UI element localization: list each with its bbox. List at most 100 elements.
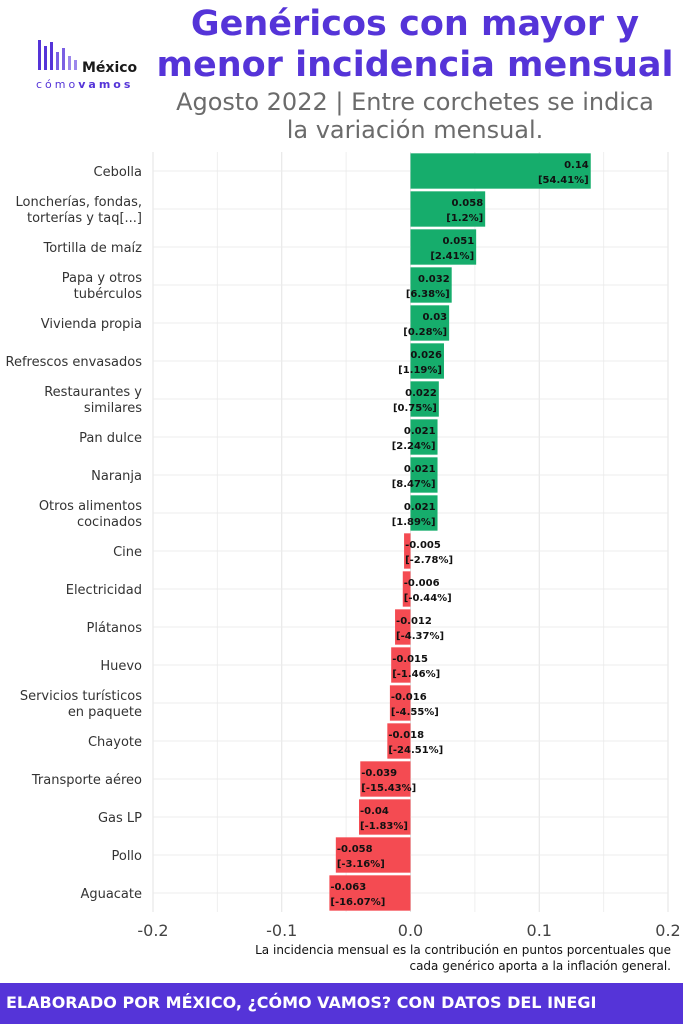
x-tick-label: 0.1 — [527, 921, 552, 940]
data-label-variation: [-1.46%] — [392, 669, 440, 680]
chart-subtitle: Agosto 2022 | Entre corchetes se indica … — [176, 88, 654, 144]
data-label-variation: [-15.43%] — [361, 783, 416, 794]
category-label: Gas LP — [98, 811, 142, 826]
data-label-value: -0.005 — [405, 540, 441, 551]
category-label: Electricidad — [66, 583, 142, 598]
category-label: torterías y taq[...] — [27, 211, 142, 226]
bar — [410, 419, 438, 455]
bar — [410, 191, 486, 227]
category-label: Otros alimentos — [39, 499, 142, 514]
data-label-value: -0.058 — [337, 844, 373, 855]
data-label-variation: [-0.44%] — [404, 593, 452, 604]
category-label: Pan dulce — [79, 431, 142, 446]
data-label-variation: [-1.83%] — [360, 821, 408, 832]
bar — [410, 305, 450, 341]
bar — [329, 875, 411, 911]
category-label: Pollo — [111, 849, 142, 864]
data-label-variation: [-4.55%] — [391, 707, 439, 718]
bar — [404, 533, 411, 569]
data-label-variation: [2.24%] — [392, 441, 436, 452]
category-label: Transporte aéreo — [31, 773, 142, 788]
data-label-value: -0.015 — [392, 654, 428, 665]
data-label-variation: [1.2%] — [446, 213, 483, 224]
category-label: similares — [84, 401, 142, 416]
data-label-value: 0.14 — [564, 160, 589, 171]
data-label-variation: [2.41%] — [430, 251, 474, 262]
incidence-bar-chart: 0.14 [54.41%] Cebolla 0.058 [1.2%] Loncherías… — [0, 140, 683, 952]
data-label-value: -0.016 — [391, 692, 427, 703]
data-label-variation: [-24.51%] — [388, 745, 443, 756]
logo-word-comovamos: cómovamos — [36, 78, 133, 91]
data-label-variation: [-3.16%] — [337, 859, 385, 870]
bar — [402, 571, 411, 607]
data-label-value: 0.051 — [443, 236, 475, 247]
category-label: Tortilla de maíz — [42, 241, 142, 256]
chart-note: La incidencia mensual es la contribución… — [255, 943, 671, 973]
x-tick-label: -0.2 — [137, 921, 168, 940]
category-label: Aguacate — [80, 887, 142, 902]
data-label-variation: [0.75%] — [393, 403, 437, 414]
x-tick-label: 0.2 — [655, 921, 680, 940]
category-label: tubérculos — [74, 287, 143, 302]
bar — [410, 457, 438, 493]
data-label-variation: [-4.37%] — [396, 631, 444, 642]
data-label-variation: [8.47%] — [392, 479, 436, 490]
x-tick-label: -0.1 — [266, 921, 297, 940]
logo-word-como: cómo — [36, 78, 79, 91]
bar — [335, 837, 411, 873]
data-label-value: 0.026 — [410, 350, 442, 361]
bar — [410, 267, 452, 303]
chart-title: Genéricos con mayor y menor incidencia m… — [156, 4, 674, 85]
category-label: Chayote — [88, 735, 142, 750]
bar — [410, 153, 591, 189]
logo-bars-icon — [38, 40, 77, 70]
category-label: Cebolla — [94, 165, 142, 180]
footer-credit: ELABORADO POR MÉXICO, ¿CÓMO VAMOS? CON D… — [6, 993, 597, 1012]
logo-word-vamos: vamos — [78, 78, 134, 91]
data-label-value: 0.058 — [452, 198, 484, 209]
data-label-value: -0.039 — [361, 768, 397, 779]
mexico-como-vamos-logo: México cómovamos — [34, 38, 152, 94]
category-label: Plátanos — [87, 621, 143, 636]
data-label-variation: [6.38%] — [406, 289, 450, 300]
bar — [359, 799, 411, 835]
x-tick-label: 0.0 — [398, 921, 423, 940]
category-label: Vivienda propia — [41, 317, 142, 332]
category-label: Huevo — [100, 659, 142, 674]
data-label-variation: [-2.78%] — [405, 555, 453, 566]
data-label-value: -0.012 — [396, 616, 432, 627]
chart-svg: 0.14 [54.41%] Cebolla 0.058 [1.2%] Loncherías… — [6, 152, 681, 940]
data-label-variation: [1.19%] — [398, 365, 442, 376]
data-label-value: 0.021 — [404, 502, 436, 513]
category-label: Papa y otros — [62, 271, 142, 286]
category-label: Naranja — [91, 469, 142, 484]
data-label-value: 0.03 — [422, 312, 447, 323]
data-label-variation: [1.89%] — [392, 517, 436, 528]
footer-bar: ELABORADO POR MÉXICO, ¿CÓMO VAMOS? CON D… — [0, 983, 683, 1024]
bar — [360, 761, 411, 797]
data-label-variation: [54.41%] — [538, 175, 589, 186]
category-label: en paquete — [68, 705, 142, 720]
bar — [410, 229, 477, 265]
data-label-value: -0.006 — [404, 578, 440, 589]
bar — [410, 495, 438, 531]
data-label-value: 0.021 — [404, 426, 436, 437]
category-label: cocinados — [77, 515, 142, 530]
category-label: Restaurantes y — [44, 385, 142, 400]
data-label-variation: [0.28%] — [403, 327, 447, 338]
bar — [410, 381, 439, 417]
data-label-value: 0.021 — [404, 464, 436, 475]
category-label: Loncherías, fondas, — [16, 195, 142, 210]
data-label-value: -0.018 — [388, 730, 424, 741]
bar — [410, 343, 444, 379]
logo-word-mexico: México — [82, 60, 138, 76]
data-label-value: -0.063 — [330, 882, 366, 893]
data-label-value: 0.022 — [405, 388, 437, 399]
data-label-variation: [-16.07%] — [330, 897, 385, 908]
category-label: Refrescos envasados — [6, 355, 143, 370]
data-label-value: 0.032 — [418, 274, 450, 285]
bar — [395, 609, 411, 645]
category-label: Servicios turísticos — [20, 689, 142, 704]
bar — [391, 647, 411, 683]
bar — [389, 685, 411, 721]
